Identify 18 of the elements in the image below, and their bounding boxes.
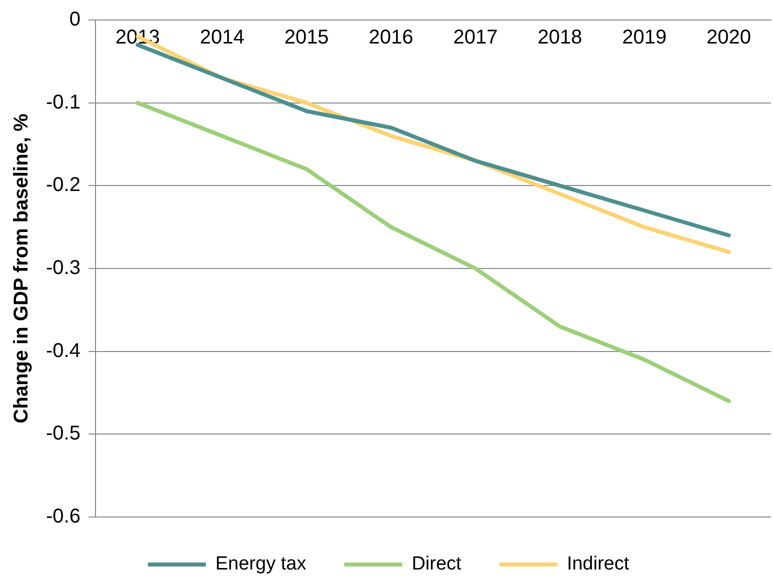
legend-label: Indirect [566, 554, 630, 575]
x-tick-label: 2019 [622, 26, 667, 49]
y-tick-label: -0.5 [46, 422, 80, 445]
legend-label: Direct [412, 554, 462, 575]
x-tick-label: 2014 [200, 26, 244, 49]
y-tick-label: 0 [69, 8, 80, 31]
x-tick-label: 2015 [284, 26, 329, 49]
x-tick-label: 2016 [368, 26, 414, 49]
y-tick-label: -0.4 [46, 340, 80, 362]
x-tick-label: 2018 [538, 26, 582, 49]
y-axis-title: Change in GDP from baseline, % [10, 113, 33, 424]
x-tick-label: 2017 [453, 26, 498, 49]
x-tick-label: 2020 [706, 26, 752, 49]
y-tick-label: -0.1 [46, 91, 80, 114]
y-tick-label: -0.3 [46, 257, 80, 280]
legend-label: Energy tax [215, 554, 307, 575]
y-tick-label: -0.6 [46, 506, 80, 528]
y-tick-label: -0.2 [46, 174, 80, 196]
